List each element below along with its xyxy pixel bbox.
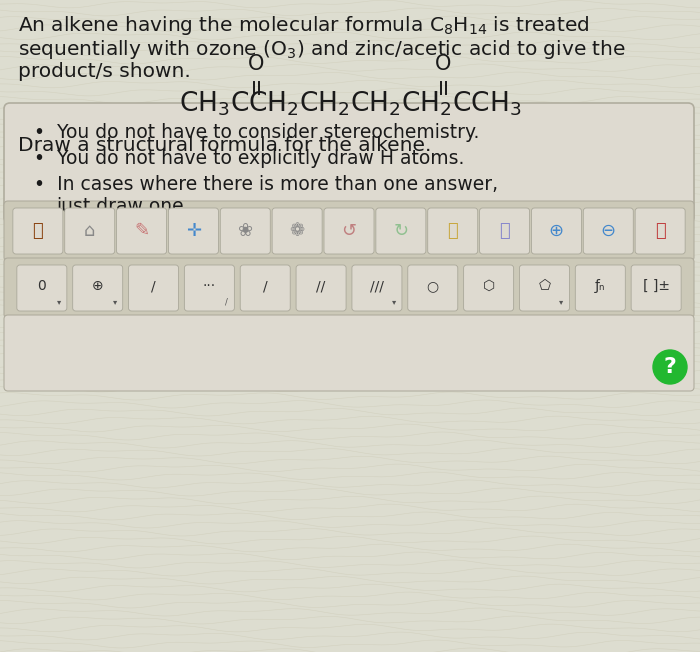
Text: ❁: ❁ [290,222,304,240]
FancyBboxPatch shape [13,208,63,254]
FancyBboxPatch shape [352,265,402,311]
FancyBboxPatch shape [4,201,694,261]
FancyBboxPatch shape [519,265,570,311]
FancyBboxPatch shape [240,265,290,311]
Text: product/s shown.: product/s shown. [18,62,190,81]
Text: O: O [248,54,264,74]
FancyBboxPatch shape [17,265,66,311]
Text: ⬛: ⬛ [654,222,666,240]
FancyBboxPatch shape [272,208,322,254]
Text: ⬛: ⬛ [499,222,510,240]
Text: 0: 0 [38,279,46,293]
FancyBboxPatch shape [531,208,582,254]
FancyBboxPatch shape [376,208,426,254]
Circle shape [653,350,687,384]
Text: ///: /// [370,279,384,293]
Text: ✋: ✋ [32,222,43,240]
Text: //: // [316,279,326,293]
FancyBboxPatch shape [64,208,115,254]
Text: ✎: ✎ [134,222,149,240]
Text: ▾: ▾ [559,297,564,306]
FancyBboxPatch shape [635,208,685,254]
Text: •  In cases where there is more than one answer,: • In cases where there is more than one … [34,175,498,194]
Text: /: / [225,297,228,306]
Text: /: / [151,279,156,293]
Text: ⬠: ⬠ [538,279,550,293]
Text: ⊕: ⊕ [549,222,564,240]
FancyBboxPatch shape [296,265,346,311]
Text: just draw one.: just draw one. [56,197,190,216]
Text: ƒₙ: ƒₙ [595,279,606,293]
FancyBboxPatch shape [583,208,634,254]
Text: [ ]±: [ ]± [643,279,670,293]
FancyBboxPatch shape [575,265,625,311]
FancyBboxPatch shape [117,208,167,254]
Text: ⊕: ⊕ [92,279,104,293]
FancyBboxPatch shape [169,208,218,254]
Text: ▾: ▾ [113,297,117,306]
FancyBboxPatch shape [184,265,234,311]
Text: /: / [263,279,267,293]
FancyBboxPatch shape [463,265,514,311]
Text: sequentially with ozone ($\mathregular{O_3}$) and zinc/acetic acid to give the: sequentially with ozone ($\mathregular{O… [18,38,626,61]
Text: ⌂: ⌂ [84,222,95,240]
Text: ?: ? [664,357,676,377]
Text: ▾: ▾ [392,297,396,306]
Text: ❀: ❀ [238,222,253,240]
Text: ···: ··· [203,279,216,293]
Text: ⬡: ⬡ [482,279,495,293]
Text: ✛: ✛ [186,222,201,240]
FancyBboxPatch shape [428,208,477,254]
Text: •  You do not have to consider stereochemistry.: • You do not have to consider stereochem… [34,123,480,142]
FancyBboxPatch shape [4,103,694,223]
Text: Draw a structural formula for the alkene.: Draw a structural formula for the alkene… [18,136,431,155]
FancyBboxPatch shape [129,265,178,311]
Text: ⊖: ⊖ [601,222,616,240]
Text: O: O [435,54,452,74]
FancyBboxPatch shape [631,265,681,311]
FancyBboxPatch shape [480,208,530,254]
FancyBboxPatch shape [324,208,374,254]
FancyBboxPatch shape [4,258,694,318]
FancyBboxPatch shape [73,265,122,311]
Text: ▾: ▾ [57,297,61,306]
Text: ↺: ↺ [342,222,356,240]
FancyBboxPatch shape [220,208,270,254]
FancyBboxPatch shape [408,265,458,311]
Text: $\mathrm{CH_3CCH_2CH_2CH_2CH_2CCH_3}$: $\mathrm{CH_3CCH_2CH_2CH_2CH_2CCH_3}$ [178,90,522,118]
Text: ○: ○ [427,279,439,293]
FancyBboxPatch shape [4,315,694,391]
Text: ⬛: ⬛ [447,222,458,240]
Text: An alkene having the molecular formula $\mathregular{C_8H_{14}}$ is treated: An alkene having the molecular formula $… [18,14,589,37]
Text: ↻: ↻ [393,222,408,240]
Text: •  You do not have to explicitly draw H atoms.: • You do not have to explicitly draw H a… [34,149,464,168]
